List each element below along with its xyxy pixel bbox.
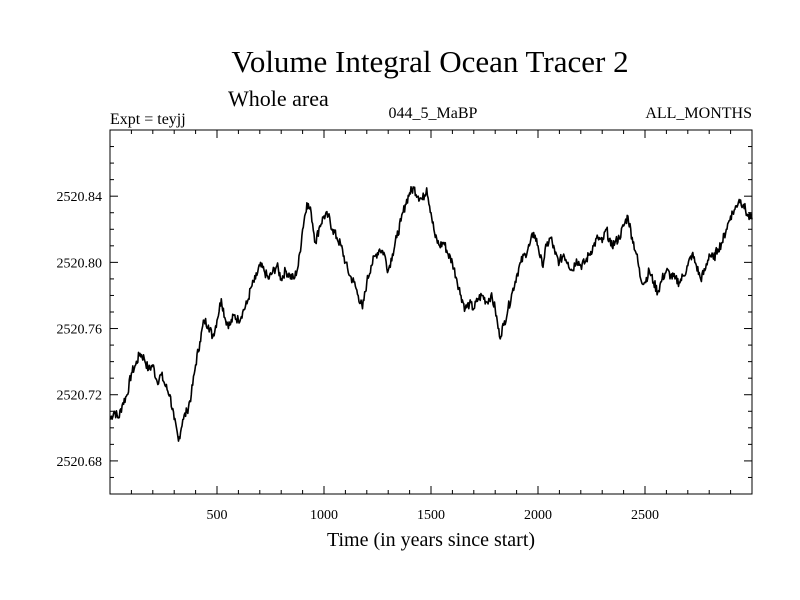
x-axis-tick-labels: 500 1000 1500 2000 2500	[207, 508, 660, 523]
x-tick-label: 2500	[631, 508, 659, 523]
y-tick-label: 2520.68	[57, 455, 103, 470]
x-axis-label: Time (in years since start)	[327, 529, 535, 551]
x-tick-label: 500	[207, 508, 228, 523]
series-line	[109, 186, 753, 442]
x-axis-ticks	[130, 130, 732, 494]
chart-title: Volume Integral Ocean Tracer 2	[231, 44, 628, 79]
y-tick-label: 2520.76	[57, 323, 103, 338]
y-tick-label: 2520.72	[57, 389, 103, 404]
plot-frame	[109, 129, 753, 495]
y-tick-label: 2520.80	[57, 256, 103, 271]
y-axis-ticks	[110, 146, 752, 478]
x-tick-label: 2000	[524, 508, 552, 523]
x-tick-label: 1500	[417, 508, 445, 523]
y-axis-tick-labels: 2520.68 2520.72 2520.76 2520.80 2520.84	[57, 190, 103, 470]
experiment-label: Expt = teyjj	[110, 111, 186, 128]
run-label: 044_5_MaBP	[389, 105, 478, 122]
x-tick-label: 1000	[310, 508, 338, 523]
months-label: ALL_MONTHS	[645, 105, 752, 122]
y-tick-label: 2520.84	[57, 190, 103, 205]
chart-subtitle: Whole area	[228, 86, 329, 111]
